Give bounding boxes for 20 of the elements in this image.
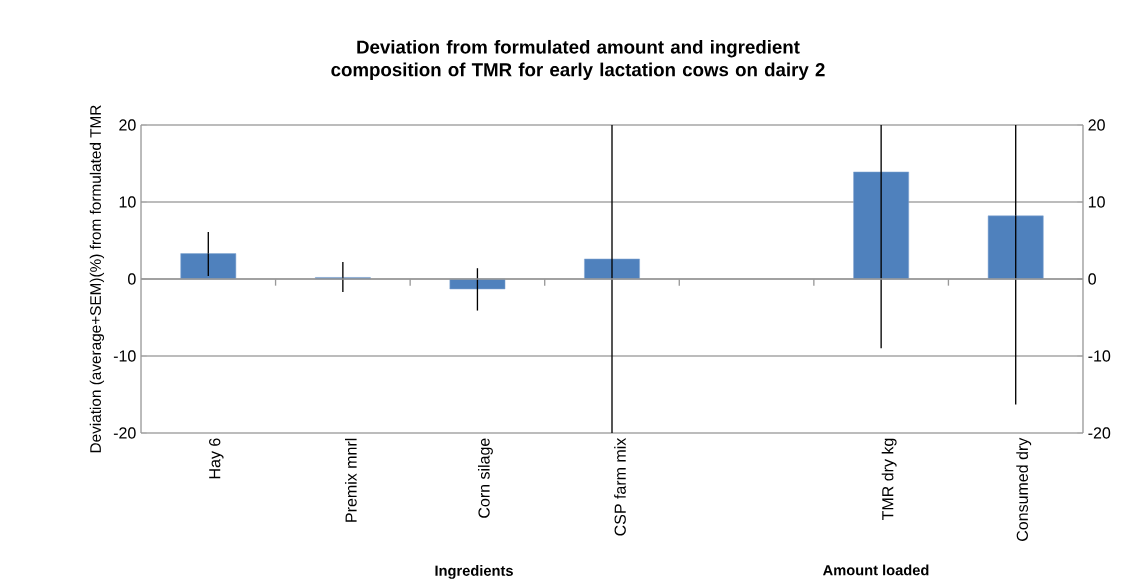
y2-tick-label: -20: [1088, 427, 1111, 439]
x-tick-label: TMR dry kg: [881, 438, 897, 521]
chart-title: Deviation from formulated amount and ingredient composition of TMR for early lactation cows on dairy 2: [331, 39, 825, 81]
text: Ingredients: [435, 565, 513, 579]
y2-tick-label: 0: [1088, 273, 1096, 285]
x-tick-label: Consumed dry: [1016, 437, 1032, 541]
x-tick-label: Corn silage: [477, 438, 493, 518]
x-tick-label: Premix mnrl: [345, 438, 357, 522]
y-tick-label: 0: [128, 273, 136, 285]
y2-tick-label: 10: [1088, 196, 1105, 208]
y-tick-label: 20: [119, 119, 136, 131]
x-tick-label: Hay 6: [209, 438, 224, 479]
y2-tick-label: 20: [1088, 119, 1105, 131]
y2-tick-label: -10: [1088, 350, 1111, 362]
y-tick-label: -10: [113, 350, 136, 362]
y-axis-title: Deviation (average+SEM)(%) from formulated TMR: [89, 105, 105, 453]
y-tick-label: -20: [113, 427, 136, 439]
y-tick-label: 10: [119, 196, 136, 208]
x-tick-label: CSP farm mix: [614, 437, 626, 536]
text: Amount loaded: [822, 564, 929, 576]
